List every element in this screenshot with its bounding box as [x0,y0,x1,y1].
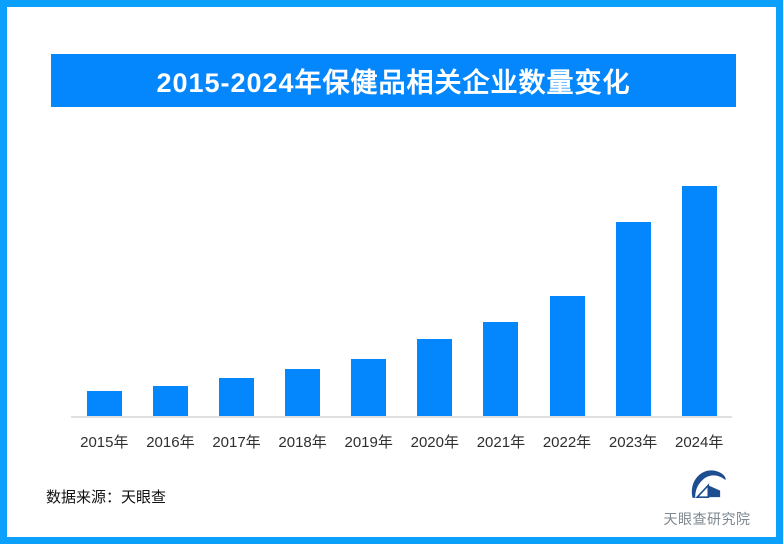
bar-2020年 [417,339,453,417]
tianyancha-logo-icon [691,470,726,498]
x-tick-label: 2017年 [212,434,261,451]
bar-2021年 [483,322,519,417]
x-tick-label: 2020年 [410,434,459,451]
x-tick-label: 2019年 [344,434,393,451]
bar-2016年 [152,386,188,417]
x-tick-label: 2018年 [278,434,327,451]
bar-2019年 [351,359,387,417]
bar-2023年 [615,222,651,417]
bar-chart: 2015年 2016年 2017年 2018年 2019年 2020年 2021年 2022年… [7,7,776,537]
bar-2018年 [285,369,321,417]
x-tick-label: 2016年 [146,434,195,451]
x-tick-label: 2021年 [476,434,526,451]
brand-name: 天眼查研究院 [663,511,751,527]
data-source-label: 数据来源：天眼查 [46,489,167,506]
x-tick-label: 2024年 [675,434,724,451]
bar-2017年 [219,378,254,417]
brand-block: 天眼查研究院 [655,465,759,529]
x-tick-label: 2022年 [542,434,592,451]
title-banner: 2015-2024年保健品相关企业数量变化 [51,54,736,107]
x-tick-label: 2015年 [80,434,129,451]
bar-2024年 [681,186,717,417]
x-tick-label: 2023年 [608,434,658,451]
chart-title: 2015-2024年保健品相关企业数量变化 [156,68,631,98]
x-axis-line [71,416,732,418]
bar-2015年 [86,391,122,417]
bar-2022年 [549,296,585,417]
